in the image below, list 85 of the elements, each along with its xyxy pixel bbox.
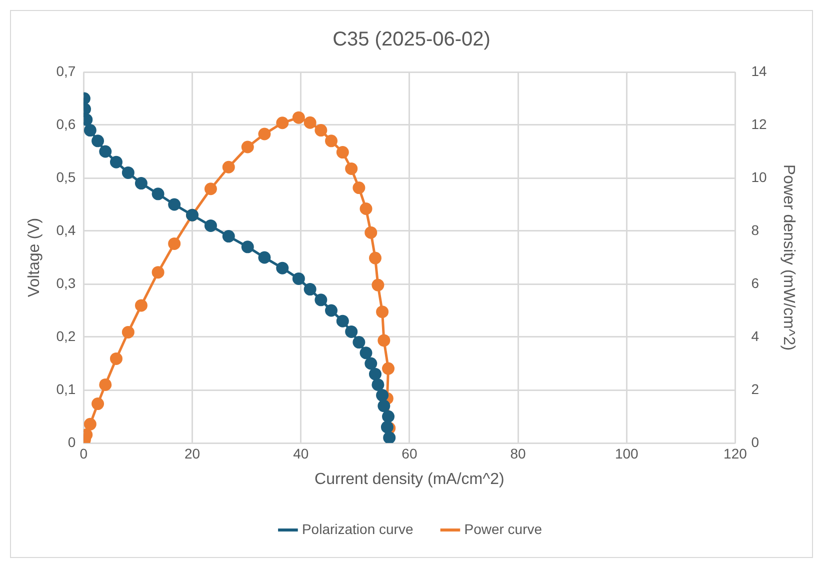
point [382, 410, 395, 423]
point [152, 266, 164, 279]
point [364, 357, 378, 370]
point [134, 177, 148, 190]
point [372, 378, 384, 391]
point [258, 128, 271, 140]
point [92, 134, 104, 148]
point [241, 240, 254, 254]
y2-tick-label: 2 [751, 380, 760, 397]
point [304, 116, 316, 129]
x-tick-label: 80 [510, 445, 526, 462]
point [110, 156, 122, 168]
point [99, 145, 112, 158]
point [168, 198, 181, 211]
y-tick-label: 0,3 [56, 274, 76, 291]
point [380, 420, 394, 434]
point [314, 294, 328, 306]
point [122, 166, 134, 179]
y-tick-label: 0,1 [56, 380, 76, 397]
y2-tick-label: 12 [751, 116, 768, 132]
x-tick-label: 20 [184, 445, 200, 462]
point [325, 134, 338, 148]
y2-tick-label: 10 [751, 168, 768, 185]
point [292, 111, 305, 124]
y-tick-label: 0,7 [56, 62, 76, 79]
y2-tick-label: 6 [751, 274, 760, 291]
point [84, 418, 96, 430]
point [276, 116, 289, 130]
x-tick-label: 40 [293, 445, 309, 462]
point [258, 251, 271, 264]
y-tick-label: 0,5 [56, 168, 76, 185]
point [336, 314, 349, 328]
y2-tick-label: 0 [751, 434, 760, 450]
point [376, 389, 389, 402]
point [368, 252, 382, 264]
point [276, 262, 289, 274]
x-tick-label: 0 [80, 445, 88, 462]
point [352, 182, 366, 194]
point [372, 278, 384, 292]
point [383, 431, 396, 443]
point [84, 124, 96, 137]
point [345, 162, 358, 175]
y-axis-title: Voltage (V) [26, 218, 44, 298]
y-tick-label: 0 [68, 434, 76, 450]
point [168, 237, 181, 250]
point [110, 352, 122, 365]
point [382, 362, 395, 375]
point [314, 124, 328, 137]
point [241, 140, 254, 154]
y2-tick-label: 4 [751, 328, 760, 344]
y-tick-label: 0,6 [56, 116, 76, 132]
point [325, 304, 338, 317]
y2-tick-label: 8 [751, 222, 760, 238]
x-tick-label: 120 [724, 445, 748, 462]
point [364, 226, 378, 239]
x-tick-label: 60 [402, 445, 418, 462]
point [152, 188, 164, 200]
x-tick-label: 100 [614, 445, 639, 462]
point [360, 346, 372, 360]
point [368, 368, 382, 380]
legend-label: Polarization curve [302, 520, 414, 537]
point [222, 160, 235, 174]
point [378, 334, 390, 347]
point [304, 283, 316, 296]
point [92, 398, 104, 410]
y2-axis-title: Power density (mW/cm^2) [780, 164, 797, 351]
point [376, 306, 389, 318]
chart-title: C35 (2025-06-02) [332, 28, 490, 51]
point [99, 378, 112, 391]
point [336, 146, 349, 159]
x-axis-title: Current density (mA/cm^2) [314, 470, 504, 488]
point [352, 336, 366, 349]
point [360, 202, 372, 215]
point [134, 299, 148, 312]
y-tick-label: 0,4 [56, 222, 76, 238]
point [204, 182, 217, 196]
y2-tick-label: 14 [751, 62, 768, 79]
point [378, 400, 390, 412]
point [204, 219, 217, 232]
y-tick-label: 0,2 [56, 328, 76, 344]
point [292, 272, 305, 285]
point [122, 326, 134, 338]
legend-label: Power curve [464, 520, 542, 537]
point [222, 230, 235, 243]
point [345, 325, 358, 338]
